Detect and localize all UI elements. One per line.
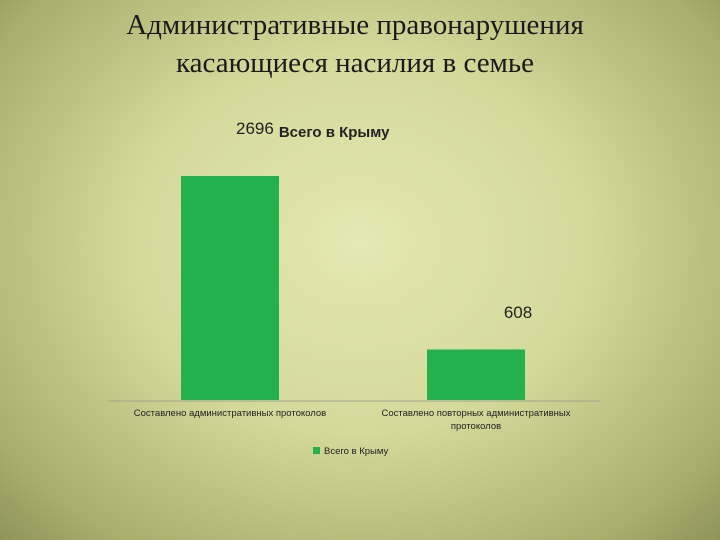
- category-label-1: Составлено административных протоколов: [134, 408, 326, 419]
- data-labels: 2696 Всего в Крыму 608: [236, 119, 532, 322]
- slide-title: Административные правонарушения касающие…: [0, 6, 710, 82]
- bars-layer: [181, 176, 525, 400]
- data-label-2: 608: [504, 303, 532, 322]
- category-label-2: Составлено повторных административных про…: [382, 408, 571, 432]
- category-labels: Составлено административных протоколов Со…: [134, 408, 571, 432]
- data-label-1: 2696 Всего в Крыму: [236, 119, 390, 141]
- title-line-1: Административные правонарушения: [126, 9, 584, 41]
- legend: Всего в Крыму: [313, 446, 389, 457]
- legend-label: Всего в Крыму: [324, 446, 389, 457]
- title-line-2: касающиеся насилия в семье: [175, 47, 535, 79]
- bar-1: [181, 176, 279, 400]
- bar-2: [427, 349, 525, 400]
- legend-swatch: [313, 447, 320, 454]
